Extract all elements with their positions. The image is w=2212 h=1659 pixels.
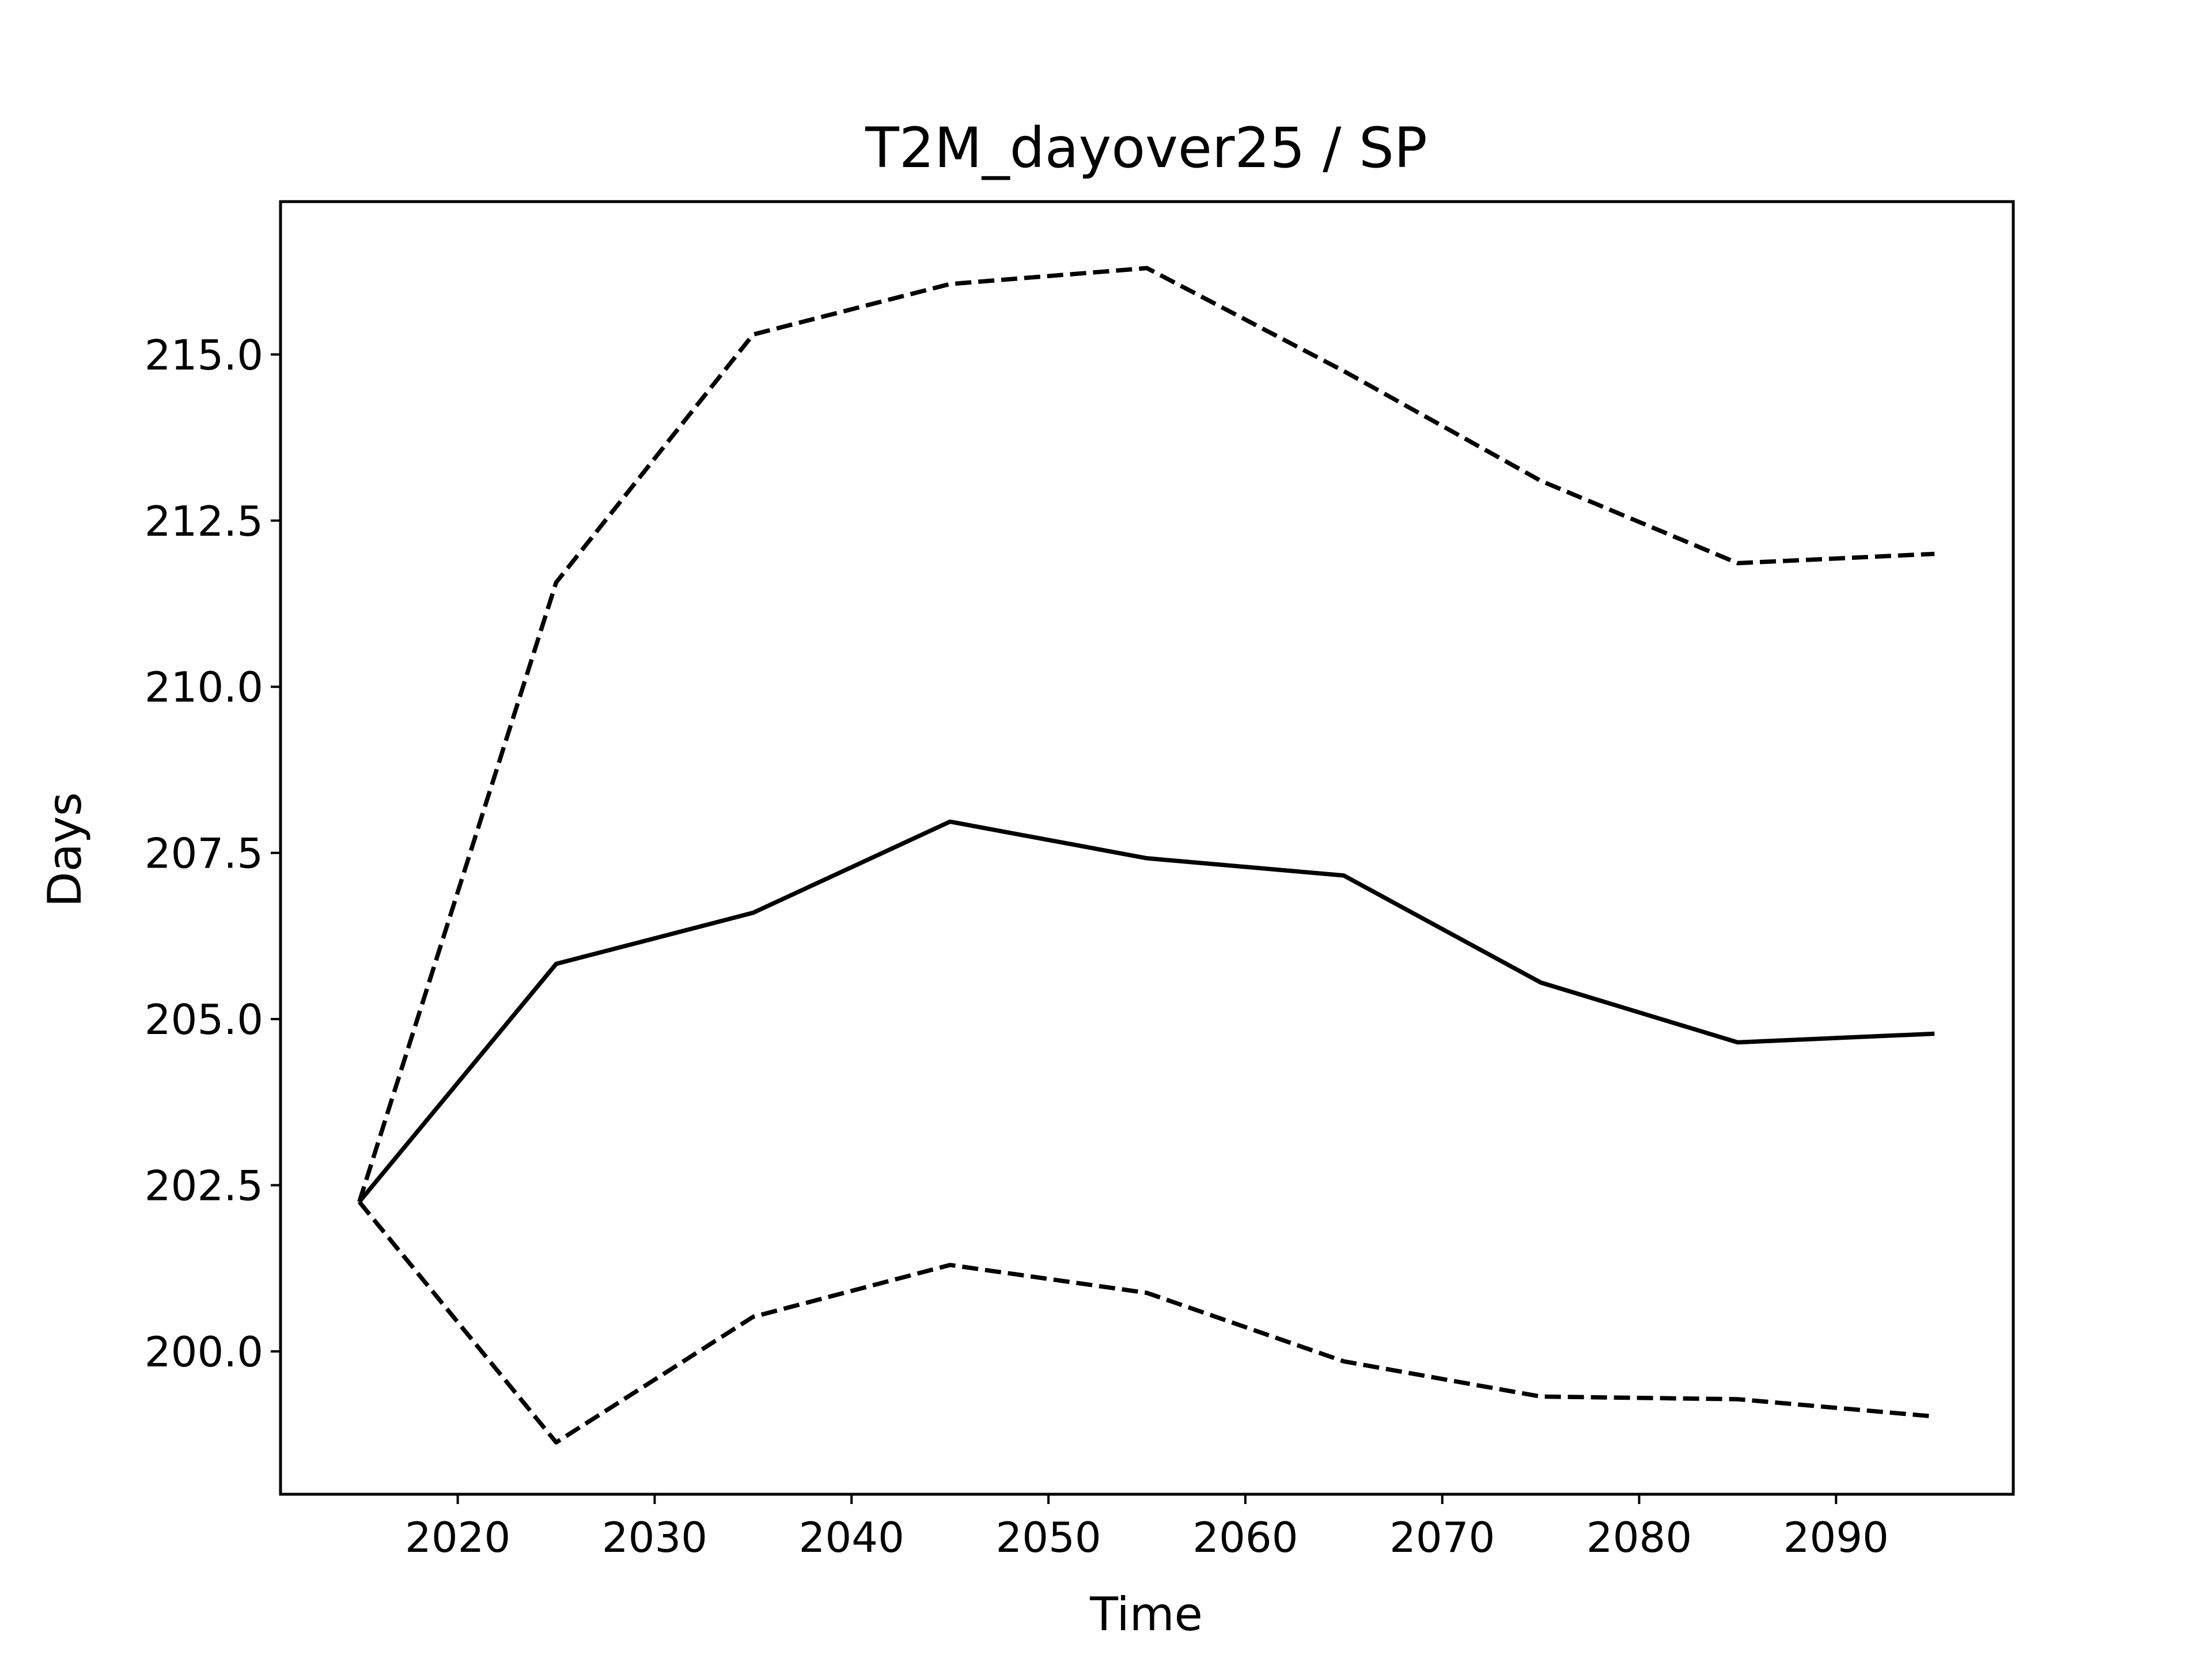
series-line-1-solid bbox=[357, 819, 1935, 1203]
y-tick-label: 215.0 bbox=[145, 331, 263, 379]
x-axis-ticks: 2020 2030 2040 2050 2060 2070 2080 2090 bbox=[405, 1494, 1889, 1562]
series-line-2-dashed bbox=[357, 266, 1935, 1203]
y-axis-label: Days bbox=[38, 792, 92, 907]
plot-area bbox=[357, 266, 1935, 1445]
x-tick-label: 2040 bbox=[799, 1513, 904, 1562]
y-axis-ticks: 200.0 202.5 205.0 207.5 210.0 212.5 215.0 bbox=[145, 331, 281, 1376]
y-tick-label: 200.0 bbox=[145, 1328, 263, 1376]
x-tick-label: 2050 bbox=[995, 1513, 1101, 1562]
y-tick-label: 210.0 bbox=[145, 663, 263, 711]
y-tick-label: 205.0 bbox=[145, 995, 263, 1044]
series-line-3-dashed bbox=[357, 1200, 1935, 1445]
y-tick-label: 202.5 bbox=[145, 1162, 263, 1210]
x-tick-label: 2070 bbox=[1389, 1513, 1495, 1562]
x-tick-label: 2020 bbox=[405, 1513, 510, 1562]
axes-frame bbox=[279, 200, 2015, 1496]
x-tick-label: 2080 bbox=[1586, 1513, 1692, 1562]
x-tick-label: 2060 bbox=[1192, 1513, 1298, 1562]
y-tick-label: 212.5 bbox=[145, 497, 263, 546]
x-tick-label: 2090 bbox=[1783, 1513, 1889, 1562]
x-tick-label: 2030 bbox=[602, 1513, 707, 1562]
chart-title: T2M_dayover25 / SP bbox=[865, 116, 1427, 180]
y-tick-label: 207.5 bbox=[145, 830, 263, 878]
x-axis-label: Time bbox=[1089, 1588, 1203, 1641]
